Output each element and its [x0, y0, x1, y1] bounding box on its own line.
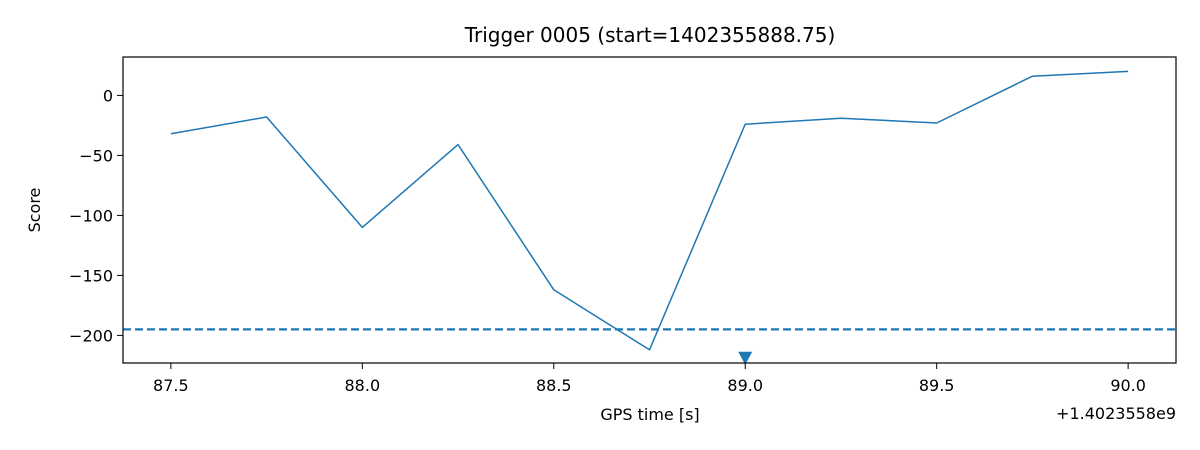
- plot-frame: [122, 56, 1177, 364]
- x-tick-label: 90.0: [1110, 376, 1146, 395]
- y-tick-label: −100: [69, 206, 113, 225]
- x-tick-label: 88.5: [536, 376, 572, 395]
- y-axis-label: Score: [25, 188, 44, 233]
- y-tick-label: −50: [79, 146, 113, 165]
- x-axis-label: GPS time [s]: [600, 405, 699, 424]
- chart-title: Trigger 0005 (start=1402355888.75): [464, 23, 836, 47]
- y-tick-label: −150: [69, 266, 113, 285]
- x-tick-label: 89.0: [727, 376, 763, 395]
- y-tick-label: −200: [69, 326, 113, 345]
- x-tick-label: 88.0: [345, 376, 381, 395]
- y-tick-label: 0: [103, 86, 113, 105]
- x-tick-label: 87.5: [153, 376, 189, 395]
- x-tick-label: 89.5: [919, 376, 955, 395]
- series-line-score: [170, 70, 1129, 351]
- x-offset-label: +1.4023558e9: [1056, 404, 1176, 423]
- trigger-marker-icon: [738, 351, 753, 365]
